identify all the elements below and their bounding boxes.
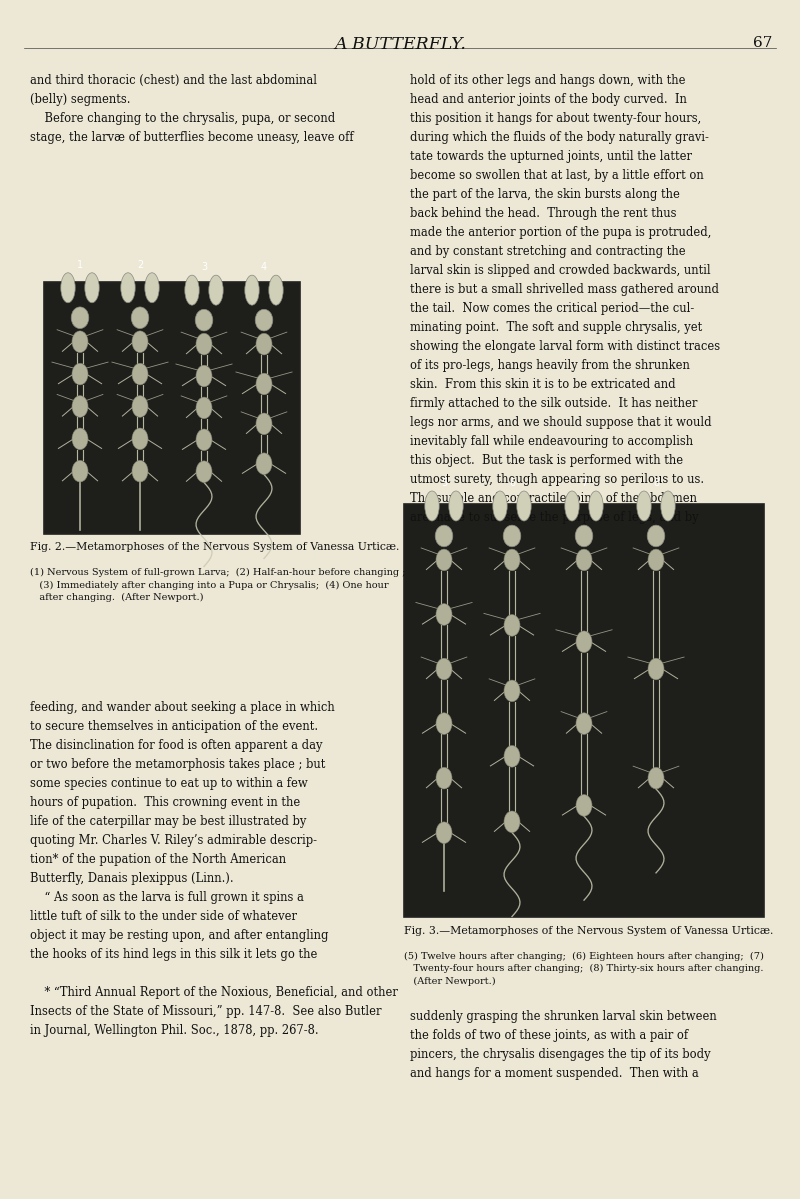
Bar bbox=[404, 504, 764, 917]
Ellipse shape bbox=[504, 615, 520, 637]
Ellipse shape bbox=[196, 397, 212, 418]
Ellipse shape bbox=[436, 767, 452, 789]
Ellipse shape bbox=[661, 492, 675, 520]
Ellipse shape bbox=[85, 273, 99, 302]
Ellipse shape bbox=[196, 460, 212, 482]
Bar bbox=[44, 282, 300, 534]
Text: 4: 4 bbox=[261, 263, 267, 272]
Ellipse shape bbox=[449, 492, 463, 520]
Ellipse shape bbox=[256, 412, 272, 435]
Ellipse shape bbox=[576, 712, 592, 734]
Ellipse shape bbox=[576, 549, 592, 571]
Ellipse shape bbox=[504, 680, 520, 701]
Ellipse shape bbox=[436, 549, 452, 571]
Ellipse shape bbox=[245, 276, 259, 306]
Text: 7: 7 bbox=[581, 478, 587, 488]
Text: 3: 3 bbox=[201, 263, 207, 272]
Ellipse shape bbox=[132, 331, 148, 353]
Ellipse shape bbox=[185, 276, 199, 306]
Ellipse shape bbox=[131, 307, 149, 329]
Text: 6: 6 bbox=[509, 478, 515, 488]
Text: 8: 8 bbox=[653, 478, 659, 488]
Ellipse shape bbox=[504, 746, 520, 767]
Ellipse shape bbox=[436, 712, 452, 734]
Text: 5: 5 bbox=[441, 478, 447, 488]
Ellipse shape bbox=[576, 631, 592, 652]
Ellipse shape bbox=[517, 492, 531, 520]
Ellipse shape bbox=[504, 549, 520, 571]
Ellipse shape bbox=[72, 363, 88, 385]
Ellipse shape bbox=[71, 307, 89, 329]
Ellipse shape bbox=[145, 273, 159, 302]
Text: suddenly grasping the shrunken larval skin between
the folds of two of these joi: suddenly grasping the shrunken larval sk… bbox=[410, 1010, 716, 1079]
Ellipse shape bbox=[637, 492, 651, 520]
Ellipse shape bbox=[575, 525, 593, 547]
Text: (5) Twelve hours after changing;  (6) Eighteen hours after changing;  (7)
   Twe: (5) Twelve hours after changing; (6) Eig… bbox=[404, 952, 764, 986]
Ellipse shape bbox=[121, 273, 135, 302]
Ellipse shape bbox=[256, 333, 272, 355]
Ellipse shape bbox=[565, 492, 579, 520]
Ellipse shape bbox=[425, 492, 439, 520]
Ellipse shape bbox=[648, 767, 664, 789]
Ellipse shape bbox=[61, 273, 75, 302]
Text: Fig. 3.—Metamorphoses of the Nervous System of Vanessa Urticæ.: Fig. 3.—Metamorphoses of the Nervous Sys… bbox=[404, 926, 774, 935]
Ellipse shape bbox=[132, 460, 148, 482]
Ellipse shape bbox=[72, 396, 88, 417]
Text: 1: 1 bbox=[77, 260, 83, 270]
Ellipse shape bbox=[436, 823, 452, 844]
Text: feeding, and wander about seeking a place in which
to secure themselves in antic: feeding, and wander about seeking a plac… bbox=[30, 701, 398, 1037]
Ellipse shape bbox=[256, 453, 272, 475]
Ellipse shape bbox=[72, 331, 88, 353]
Ellipse shape bbox=[196, 333, 212, 355]
Ellipse shape bbox=[256, 373, 272, 394]
Ellipse shape bbox=[493, 492, 507, 520]
Ellipse shape bbox=[648, 658, 664, 680]
Text: A BUTTERFLY.: A BUTTERFLY. bbox=[334, 36, 466, 53]
Ellipse shape bbox=[72, 460, 88, 482]
Text: 2: 2 bbox=[137, 260, 143, 270]
Ellipse shape bbox=[436, 604, 452, 626]
Text: and third thoracic (chest) and the last abdominal
(belly) segments.
    Before c: and third thoracic (chest) and the last … bbox=[30, 74, 354, 144]
Ellipse shape bbox=[269, 276, 283, 306]
Ellipse shape bbox=[132, 396, 148, 417]
Ellipse shape bbox=[209, 276, 223, 306]
Ellipse shape bbox=[647, 525, 665, 547]
Ellipse shape bbox=[589, 492, 603, 520]
Ellipse shape bbox=[195, 309, 213, 331]
Ellipse shape bbox=[504, 811, 520, 832]
Ellipse shape bbox=[255, 309, 273, 331]
Text: (1) Nervous System of full-grown Larva;  (2) Half-an-hour before changing ;
   (: (1) Nervous System of full-grown Larva; … bbox=[30, 568, 406, 602]
Text: hold of its other legs and hangs down, with the
head and anterior joints of the : hold of its other legs and hangs down, w… bbox=[410, 74, 720, 524]
Text: 67: 67 bbox=[753, 36, 772, 50]
Ellipse shape bbox=[436, 658, 452, 680]
Ellipse shape bbox=[503, 525, 521, 547]
Ellipse shape bbox=[196, 366, 212, 387]
Ellipse shape bbox=[435, 525, 453, 547]
Ellipse shape bbox=[576, 795, 592, 817]
Ellipse shape bbox=[132, 363, 148, 385]
Ellipse shape bbox=[132, 428, 148, 450]
Ellipse shape bbox=[196, 429, 212, 451]
Ellipse shape bbox=[648, 549, 664, 571]
Text: Fig. 2.—Metamorphoses of the Nervous System of Vanessa Urticæ.: Fig. 2.—Metamorphoses of the Nervous Sys… bbox=[30, 542, 400, 552]
Ellipse shape bbox=[72, 428, 88, 450]
